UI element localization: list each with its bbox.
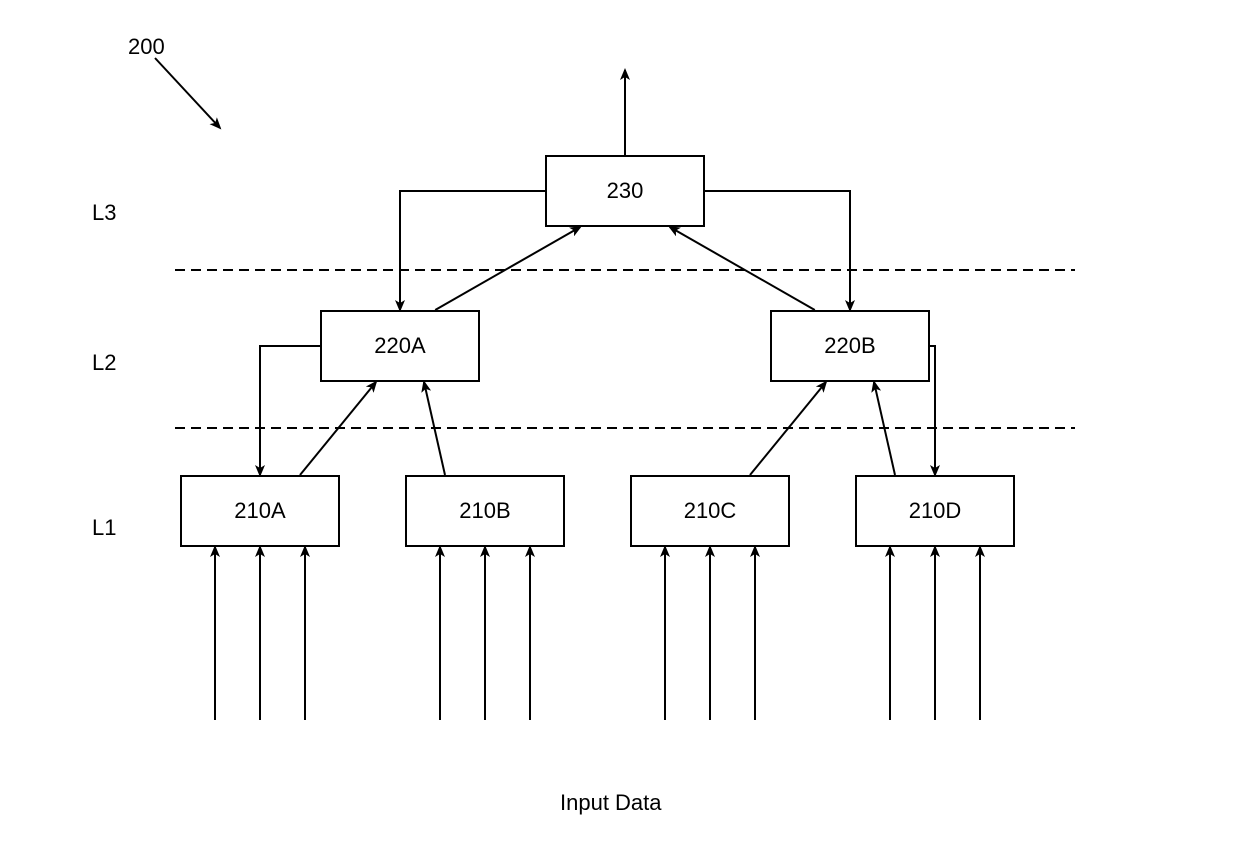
level-label-l1: L1 [92, 515, 116, 541]
diagram-svg [0, 0, 1240, 858]
node-210b: 210B [405, 475, 565, 547]
node-label: 220B [824, 333, 875, 359]
level-label-l2: L2 [92, 350, 116, 376]
node-210d: 210D [855, 475, 1015, 547]
node-label: 220A [374, 333, 425, 359]
node-label: 210D [909, 498, 962, 524]
node-label: 210A [234, 498, 285, 524]
node-220b: 220B [770, 310, 930, 382]
node-210c: 210C [630, 475, 790, 547]
node-210a: 210A [180, 475, 340, 547]
node-220a: 220A [320, 310, 480, 382]
node-label: 210B [459, 498, 510, 524]
input-data-label: Input Data [560, 790, 662, 816]
node-230: 230 [545, 155, 705, 227]
node-label: 230 [607, 178, 644, 204]
diagram-canvas: 200 L3 L2 L1 230 220A 220B 210A 210B 210… [0, 0, 1240, 858]
figure-reference-label: 200 [128, 34, 165, 60]
node-label: 210C [684, 498, 737, 524]
level-label-l3: L3 [92, 200, 116, 226]
